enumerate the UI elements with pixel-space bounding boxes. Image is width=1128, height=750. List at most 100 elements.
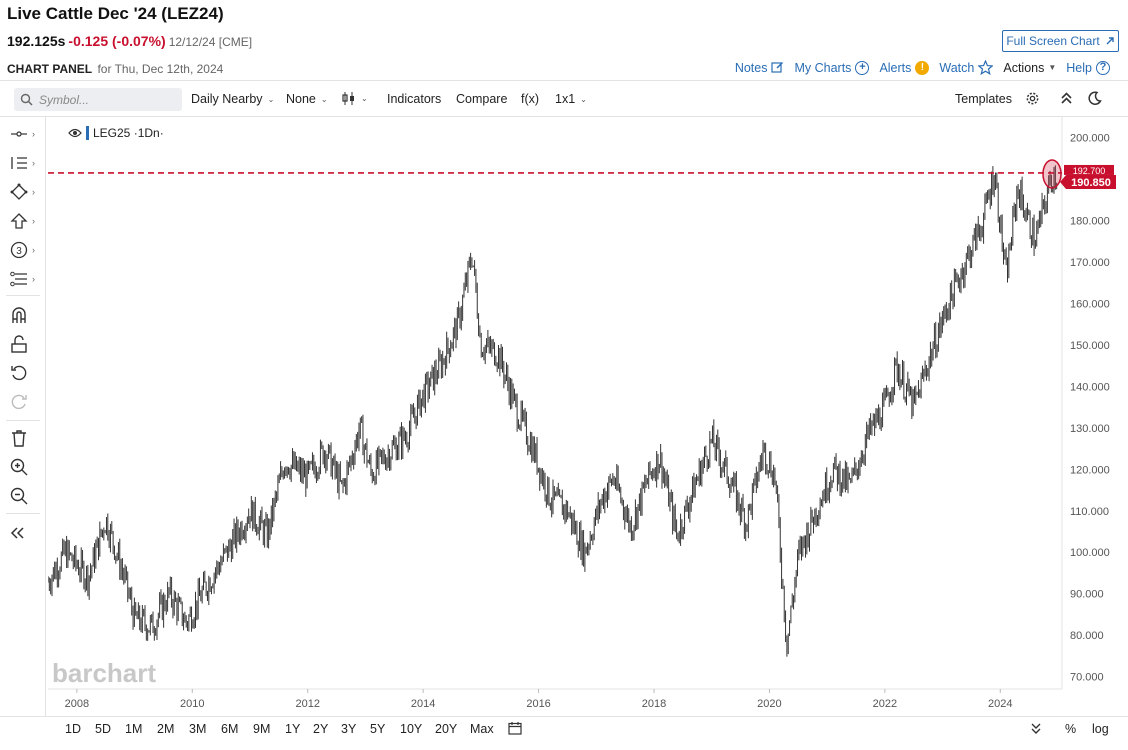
y-tick-label: 130.000 [1070, 423, 1110, 435]
chevron-down-icon: ⌄ [320, 94, 328, 104]
range-2y[interactable]: 2Y [313, 722, 329, 736]
function-label: f(x) [521, 92, 540, 106]
range-3m[interactable]: 3M [189, 722, 207, 736]
zoom-in-button[interactable] [10, 456, 44, 478]
layout-label: 1x1 [555, 92, 576, 106]
y-tick-label: 180.000 [1070, 216, 1110, 228]
help-link[interactable]: Help ? [1066, 60, 1110, 75]
y-tick-label: 110.000 [1070, 506, 1109, 518]
range-6m[interactable]: 6M [221, 722, 239, 736]
help-label: Help [1066, 60, 1092, 75]
x-tick-label: 2016 [526, 698, 550, 710]
caret-down-icon: ▼ [1048, 63, 1057, 72]
function-button[interactable]: f(x) [521, 92, 539, 106]
collapse-tools-button[interactable] [10, 522, 44, 544]
chart-area[interactable]: 200.000190.000180.000170.000160.000150.0… [48, 117, 1128, 717]
last-price-tag [1060, 174, 1116, 189]
notes-link[interactable]: Notes [735, 61, 785, 75]
range-9m[interactable]: 9M [253, 722, 271, 736]
redo-button[interactable] [10, 391, 44, 413]
double-chevron-down-icon[interactable] [1030, 722, 1042, 735]
range-10y[interactable]: 10Y [400, 722, 423, 736]
overlay-select[interactable]: None ⌄ [286, 92, 328, 106]
calendar-icon[interactable] [508, 721, 522, 735]
tool-divider [6, 513, 40, 514]
indicators-label: Indicators [387, 92, 442, 106]
templates-label: Templates [955, 92, 1012, 106]
range-bar: 1D 5D 1M 2M 3M 6M 9M 1Y 2Y 3Y 5Y 10Y 20Y Max % log [0, 716, 1128, 740]
compare-label: Compare [456, 92, 508, 106]
collapse-button[interactable] [1060, 91, 1073, 105]
layout-select[interactable]: 1x1 ⌄ [555, 92, 587, 106]
alerts-link[interactable]: Alerts ! [879, 60, 930, 75]
series-name: LEG25 ·1Dn· [93, 126, 164, 140]
shape-tool[interactable]: › [10, 181, 44, 203]
templates-button[interactable]: Templates [955, 92, 1012, 106]
undo-button[interactable] [10, 362, 44, 384]
range-3y[interactable]: 3Y [341, 722, 357, 736]
x-tick-label: 2008 [65, 698, 89, 710]
top-links: Notes My Charts + Alerts ! Watch Actions… [725, 60, 1110, 75]
x-tick-label: 2020 [757, 698, 781, 710]
edit-icon [771, 62, 784, 73]
zoom-out-icon [10, 487, 28, 505]
x-tick-label: 2022 [873, 698, 897, 710]
compare-button[interactable]: Compare [456, 92, 507, 106]
chevron-right-icon: › [32, 245, 35, 255]
full-screen-chart-button[interactable]: Full Screen Chart [1002, 30, 1119, 52]
range-1m[interactable]: 1M [125, 722, 143, 736]
help-icon: ? [1096, 60, 1110, 75]
counter-tool[interactable]: 3 › [10, 239, 44, 261]
delete-drawings-button[interactable] [10, 427, 44, 449]
watch-link[interactable]: Watch [939, 60, 994, 75]
range-1y[interactable]: 1Y [285, 722, 301, 736]
price-bars [48, 165, 1058, 657]
fib-tool[interactable]: › [10, 268, 44, 290]
full-screen-label: Full Screen Chart [1006, 34, 1100, 48]
my-charts-link[interactable]: My Charts + [794, 60, 870, 75]
actions-menu[interactable]: Actions ▼ [1003, 61, 1056, 75]
percent-scale-toggle[interactable]: % [1065, 722, 1077, 736]
star-icon [978, 60, 994, 75]
range-2m[interactable]: 2M [157, 722, 175, 736]
watch-label: Watch [939, 60, 975, 75]
range-20y[interactable]: 20Y [435, 722, 458, 736]
range-5d[interactable]: 5D [95, 722, 111, 736]
magnet-tool[interactable] [10, 304, 44, 326]
range-1d[interactable]: 1D [65, 722, 81, 736]
text-tool[interactable]: › [10, 152, 44, 174]
symbol-search[interactable] [14, 88, 182, 111]
header: Live Cattle Dec '24 (LEZ24) 192.125s -0.1… [0, 0, 1128, 80]
arrow-tool[interactable]: › [10, 210, 44, 232]
unlock-icon [11, 335, 27, 353]
line-tool[interactable]: › [10, 123, 44, 145]
theme-toggle[interactable] [1087, 91, 1102, 106]
chevron-down-icon: ⌄ [580, 94, 587, 104]
y-tick-label: 150.000 [1070, 340, 1110, 352]
zoom-in-icon [10, 458, 28, 476]
chart-type-select[interactable]: ⌄ [342, 92, 368, 105]
price-chart[interactable]: 200.000190.000180.000170.000160.000150.0… [48, 117, 1128, 717]
settings-button[interactable] [1025, 91, 1040, 106]
range-max[interactable]: Max [470, 722, 494, 736]
chevron-right-icon: › [32, 274, 35, 284]
log-scale-toggle[interactable]: log [1092, 722, 1109, 736]
line-tool-icon [11, 131, 27, 137]
range-5y[interactable]: 5Y [370, 722, 386, 736]
alerts-label: Alerts [879, 60, 912, 75]
chevron-down-icon: ⌄ [267, 94, 275, 104]
symbol-input[interactable] [39, 92, 169, 107]
eye-icon[interactable] [68, 128, 82, 138]
panel-date: for Thu, Dec 12th, 2024 [97, 62, 224, 76]
text-lines-icon [11, 157, 27, 169]
chart-panel-label: CHART PANEL for Thu, Dec 12th, 2024 [7, 62, 223, 76]
y-tick-label: 90.000 [1070, 589, 1104, 601]
gear-icon [1026, 92, 1039, 105]
period-select[interactable]: Daily Nearby ⌄ [191, 92, 274, 106]
series-legend[interactable]: LEG25 ·1Dn· [68, 126, 164, 140]
chevron-right-icon: › [32, 216, 35, 226]
last-price-highlight[interactable] [1042, 159, 1062, 189]
zoom-out-button[interactable] [10, 485, 44, 507]
lock-tool[interactable] [10, 333, 44, 355]
indicators-button[interactable]: Indicators [387, 92, 441, 106]
